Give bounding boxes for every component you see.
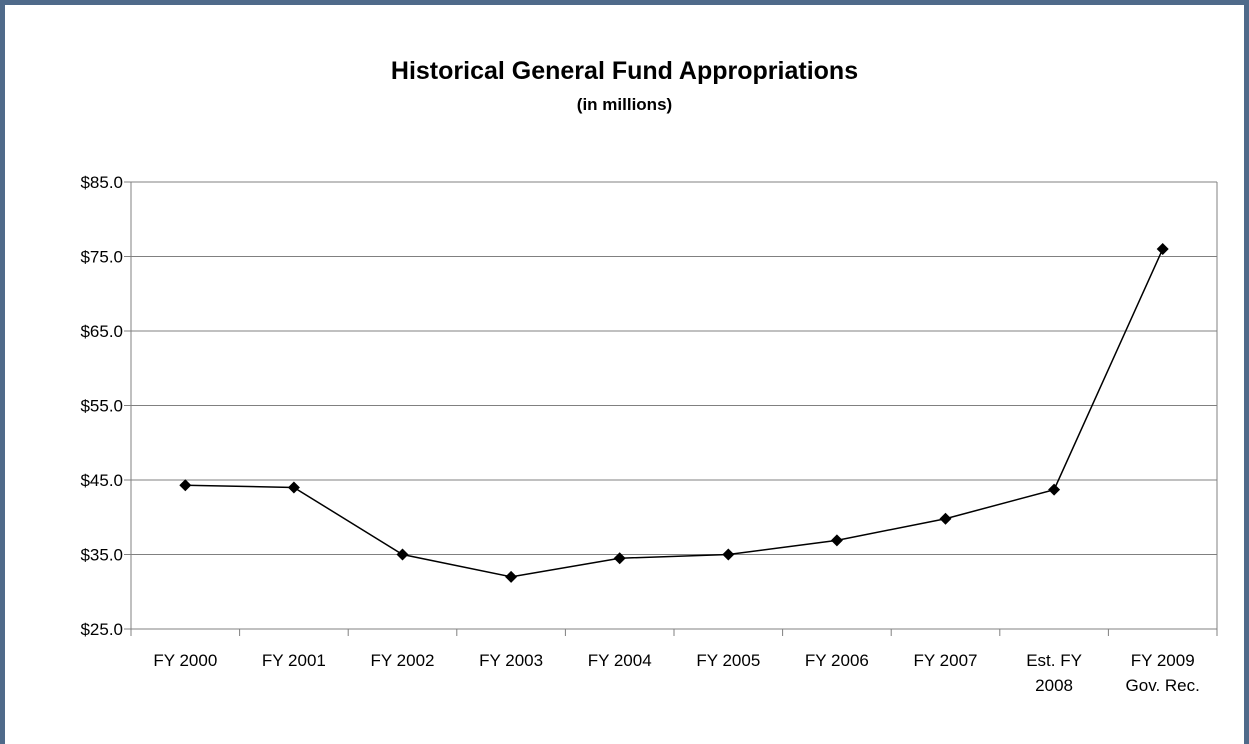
data-point (505, 570, 518, 583)
chart-title: Historical General Fund Appropriations (390, 57, 859, 85)
data-point (830, 534, 843, 547)
x-axis-ticks: FY 2000 FY 2001 FY 2002 FY 2003 FY 2004 FY 20… (130, 629, 1218, 695)
x-tick-label: FY 2000 (153, 651, 217, 670)
x-tick-label: FY 2001 (262, 651, 326, 670)
x-tick-label-line: FY 2004 (588, 651, 652, 670)
x-tick-label-line: 2008 (1035, 676, 1073, 695)
x-tick-label: FY 2004 (588, 651, 652, 670)
y-tick-label: $55.0 (80, 397, 123, 416)
gridlines (131, 181, 1217, 555)
x-tick-label-line: FY 2003 (479, 651, 543, 670)
x-tick-label: FY 2002 (371, 651, 435, 670)
x-tick-label-line: Est. FY (1026, 651, 1082, 670)
x-tick-label: FY 2009 Gov. Rec. (1126, 651, 1200, 695)
data-point (287, 481, 300, 494)
data-point (1156, 243, 1169, 256)
data-point (179, 479, 192, 492)
y-tick-label: $65.0 (80, 322, 123, 341)
data-point (1048, 483, 1061, 496)
data-point (939, 512, 952, 525)
x-tick-label-line: FY 2009 (1131, 651, 1195, 670)
y-tick-label: $85.0 (80, 173, 123, 192)
series (179, 243, 1169, 583)
x-tick-label: Est. FY 2008 (1026, 651, 1082, 695)
y-tick-label: $45.0 (80, 471, 123, 490)
x-tick-label: FY 2003 (479, 651, 543, 670)
data-point (613, 552, 626, 565)
y-tick-label: $75.0 (80, 248, 123, 267)
x-tick-label-line: FY 2006 (805, 651, 869, 670)
series-line (185, 248, 1164, 578)
y-tick-label: $25.0 (80, 620, 123, 639)
x-tick-label-line: FY 2007 (914, 651, 978, 670)
x-tick-label: FY 2007 (914, 651, 978, 670)
data-point (722, 548, 735, 561)
data-point (396, 548, 409, 561)
chart-subtitle: (in millions) (576, 95, 673, 114)
x-tick-label-line: FY 2001 (262, 651, 326, 670)
x-tick-label-line: FY 2000 (153, 651, 217, 670)
y-axis-ticks: $25.0 $35.0 $45.0 $55.0 $65.0 $75.0 $85.0 (80, 173, 131, 639)
y-tick-label: $35.0 (80, 546, 123, 565)
x-tick-label: FY 2006 (805, 651, 869, 670)
x-tick-label-line: Gov. Rec. (1126, 676, 1200, 695)
x-tick-label-line: FY 2005 (696, 651, 760, 670)
x-tick-label: FY 2005 (696, 651, 760, 670)
x-tick-label-line: FY 2002 (371, 651, 435, 670)
